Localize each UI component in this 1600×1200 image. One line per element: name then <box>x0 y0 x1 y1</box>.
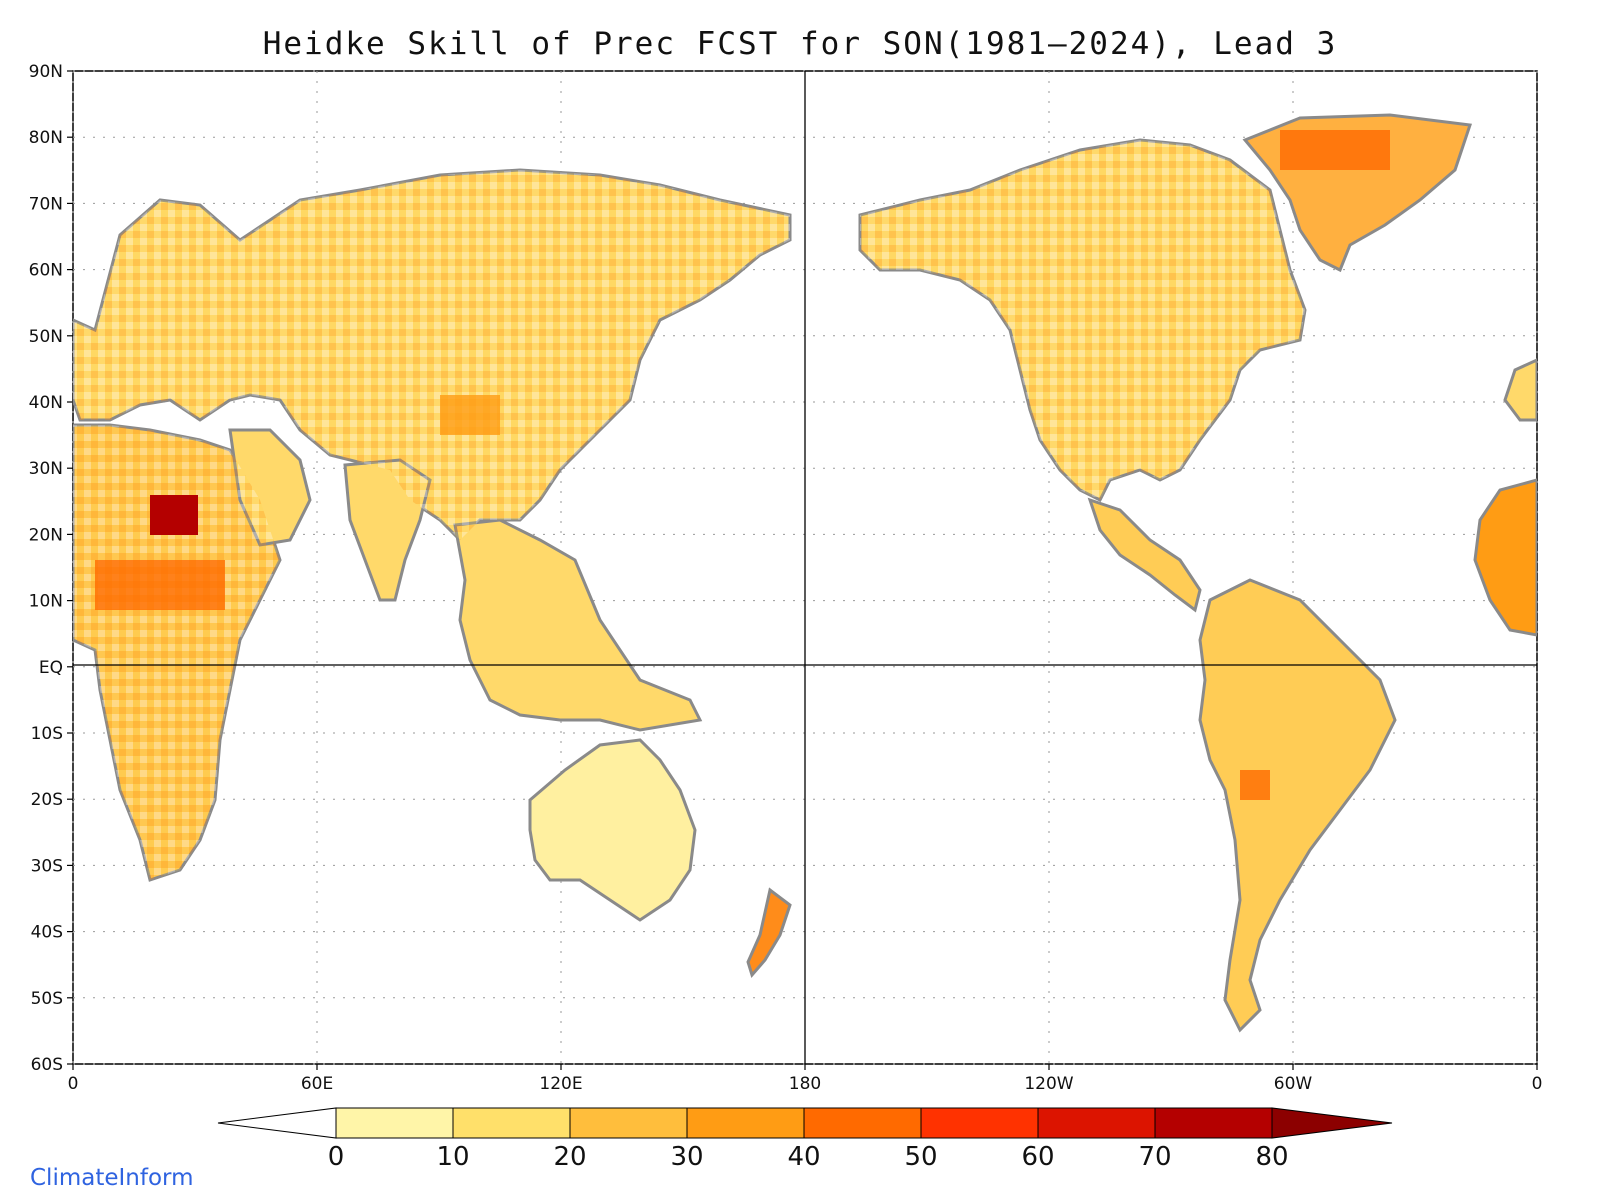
map-title: Heidke Skill of Prec FCST for SON(1981‒2… <box>262 26 1338 62</box>
lat-tick-label: 10S <box>31 724 63 744</box>
lon-tick-label: 180 <box>789 1074 821 1094</box>
texture-americas <box>860 140 1305 500</box>
colorbar: 0 10 20 30 40 50 60 70 80 <box>217 1107 1393 1172</box>
climateinform-logo: ClimateInform <box>30 1165 194 1191</box>
lon-tick-label: 60W <box>1274 1074 1313 1094</box>
lat-tick-label: 80N <box>29 128 63 148</box>
lon-tick-label: 120E <box>539 1074 582 1094</box>
lat-tick-label: EQ <box>39 658 63 678</box>
region-southeast-asia <box>453 518 703 732</box>
colorbar-bin <box>803 1107 922 1139</box>
colorbar-bin <box>920 1107 1039 1139</box>
region-australia <box>528 738 697 922</box>
colorbar-label: 30 <box>670 1142 703 1172</box>
lon-tick-label: 0 <box>1532 1074 1543 1094</box>
colorbar-bin <box>335 1107 454 1139</box>
texture-eurasia <box>73 170 790 540</box>
colorbar-bin <box>1154 1107 1273 1139</box>
colorbar-label: 70 <box>1138 1142 1171 1172</box>
region-west-africa-wrap <box>1473 478 1537 637</box>
lat-tick-label: 20N <box>29 525 63 545</box>
lon-tick-label: 120W <box>1024 1074 1073 1094</box>
lat-tick-label: 50S <box>31 989 63 1009</box>
lat-tick-label: 30S <box>31 856 63 876</box>
colorbar-bin <box>1037 1107 1156 1139</box>
hotspot-china <box>440 395 500 435</box>
colorbar-bin <box>686 1107 805 1139</box>
colorbar-below-arrow <box>217 1107 337 1139</box>
lat-tick-label: 90N <box>29 62 63 82</box>
colorbar-above-arrow <box>1271 1107 1393 1139</box>
longitude-labels: 0 60E 120E 180 120W 60W 0 <box>68 1064 1543 1094</box>
region-iberia-wrap <box>1503 358 1537 422</box>
lat-tick-label: 30N <box>29 459 63 479</box>
colorbar-bin <box>452 1107 571 1139</box>
lat-tick-label: 10N <box>29 592 63 612</box>
texture-africa <box>73 425 280 880</box>
hotspot-peru <box>1240 770 1270 800</box>
hotspot-greenland <box>1280 130 1390 170</box>
lat-tick-label: 60N <box>29 261 63 281</box>
colorbar-bin <box>569 1107 688 1139</box>
region-south-america <box>1198 578 1397 1033</box>
lon-tick-label: 0 <box>68 1074 79 1094</box>
colorbar-label: 20 <box>553 1142 586 1172</box>
lat-tick-label: 40N <box>29 393 63 413</box>
lat-tick-label: 70N <box>29 194 63 214</box>
colorbar-label: 50 <box>904 1142 937 1172</box>
hotspot-central-africa <box>95 560 225 610</box>
lon-tick-label: 60E <box>301 1074 333 1094</box>
latitude-labels: 90N 80N 70N 60N 50N 40N 30N 20N 10N EQ 10S 20S 30S 40… <box>29 62 73 1075</box>
lat-tick-label: 40S <box>31 923 63 943</box>
lat-tick-label: 50N <box>29 327 63 347</box>
lat-tick-label: 60S <box>31 1055 63 1075</box>
colorbar-label: 10 <box>436 1142 469 1172</box>
region-central-america <box>1087 497 1202 613</box>
colorbar-label: 60 <box>1021 1142 1054 1172</box>
colorbar-label: 80 <box>1255 1142 1288 1172</box>
lat-tick-label: 20S <box>31 790 63 810</box>
region-new-zealand <box>746 887 792 979</box>
land-masses <box>73 113 1537 1033</box>
colorbar-label: 40 <box>787 1142 820 1172</box>
hotspot-sudan <box>150 495 198 535</box>
colorbar-label: 0 <box>328 1142 345 1172</box>
